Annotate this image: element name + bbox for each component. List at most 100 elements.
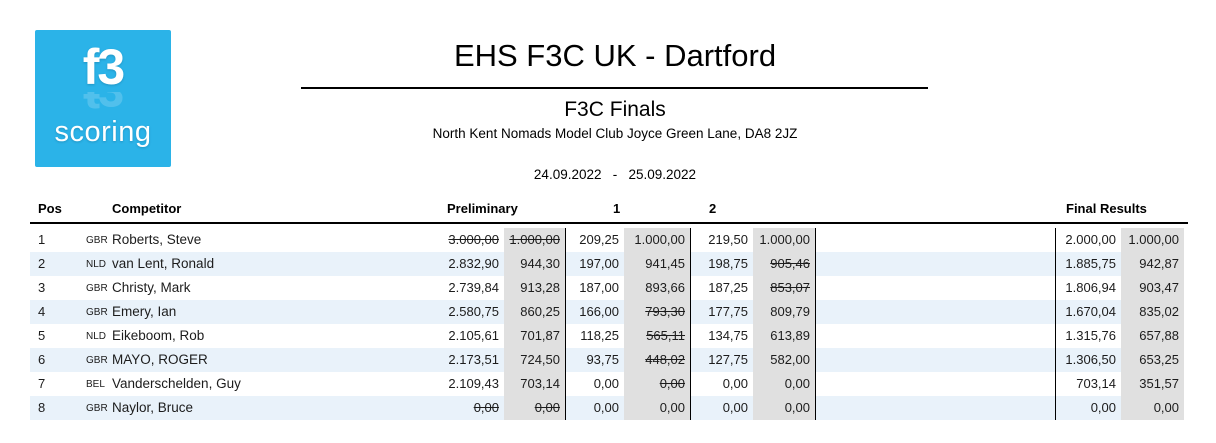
final-score-cell: 1.315,76 [1065, 328, 1116, 343]
pos-cell: 2 [38, 256, 46, 271]
round1-points-cell: 1.000,00 [624, 228, 691, 252]
country-cell: NLD [86, 331, 107, 342]
venue-line: North Kent Nomads Model Club Joyce Green… [432, 126, 798, 141]
f3-scoring-logo: f3 f3 scoring [35, 30, 171, 167]
final-score-cell: 0,00 [1090, 400, 1116, 415]
event-dates: 24.09.2022 - 25.09.2022 [533, 167, 697, 182]
final-score-cell: 703,14 [1076, 376, 1116, 391]
column-header-competitor: Competitor [112, 201, 182, 216]
pos-cell: 7 [38, 376, 46, 391]
competitor-name-cell: van Lent, Ronald [112, 256, 215, 271]
final-points-cell: 1.000,00 [1121, 228, 1184, 252]
pos-cell: 4 [38, 304, 46, 319]
round1-score-cell: 209,25 [579, 232, 619, 247]
table-row: 3 GBR Christy, Mark 2.739,84 913,28 187,… [30, 276, 1184, 300]
logo-scoring-text: scoring [54, 116, 152, 148]
round1-score-cell: 118,25 [580, 328, 619, 343]
pos-cell: 1 [38, 232, 46, 247]
column-header-final-results: Final Results [1066, 201, 1147, 216]
pos-cell: 6 [38, 352, 46, 367]
round2-score-cell: 127,75 [708, 352, 748, 367]
round1-score-cell: 187,00 [579, 280, 619, 295]
table-row: 1 GBR Roberts, Steve 3.000,00 1.000,00 2… [30, 228, 1184, 252]
unflown-rounds-spacer [816, 252, 1056, 276]
round1-score-cell: 0,00 [593, 400, 619, 415]
unflown-rounds-spacer [816, 324, 1056, 348]
column-header-round2: 2 [709, 201, 717, 216]
final-score-cell: 2.000,00 [1065, 232, 1116, 247]
round1-points-cell: 0,00 [624, 372, 691, 396]
table-row: 7 BEL Vanderschelden, Guy 2.109,43 703,1… [30, 372, 1184, 396]
table-row: 2 NLD van Lent, Ronald 2.832,90 944,30 1… [30, 252, 1184, 276]
competitor-name-cell: MAYO, ROGER [112, 352, 208, 367]
prelim-score-cell: 2.580,75 [448, 304, 499, 319]
prelim-points-cell: 701,87 [504, 324, 566, 348]
round1-score-cell: 0,00 [593, 376, 619, 391]
final-points-cell: 0,00 [1121, 396, 1184, 420]
final-points-cell: 942,87 [1121, 252, 1184, 276]
round1-points-cell: 941,45 [624, 252, 691, 276]
prelim-points-cell: 724,50 [504, 348, 566, 372]
round1-points-cell: 893,66 [624, 276, 691, 300]
competitor-name-cell: Emery, Ian [112, 304, 177, 319]
unflown-rounds-spacer [816, 276, 1056, 300]
round2-points-cell: 613,89 [753, 324, 816, 348]
prelim-score-cell: 0,00 [473, 400, 499, 415]
round2-score-cell: 0,00 [722, 376, 748, 391]
prelim-points-cell: 1.000,00 [504, 228, 566, 252]
round2-points-cell: 0,00 [753, 396, 816, 420]
round2-score-cell: 134,75 [708, 328, 748, 343]
round1-points-cell: 0,00 [624, 396, 691, 420]
final-points-cell: 351,57 [1121, 372, 1184, 396]
round1-points-cell: 565,11 [624, 324, 691, 348]
final-points-cell: 653,25 [1121, 348, 1184, 372]
prelim-points-cell: 703,14 [504, 372, 566, 396]
round1-points-cell: 448,02 [624, 348, 691, 372]
logo-f3-text: f3 [82, 39, 125, 95]
pos-cell: 3 [38, 280, 46, 295]
prelim-points-cell: 944,30 [504, 252, 566, 276]
final-points-cell: 657,88 [1121, 324, 1184, 348]
round1-points-cell: 793,30 [624, 300, 691, 324]
round2-score-cell: 0,00 [722, 400, 748, 415]
unflown-rounds-spacer [816, 300, 1056, 324]
round1-score-cell: 197,00 [579, 256, 619, 271]
round2-points-cell: 0,00 [753, 372, 816, 396]
prelim-points-cell: 860,25 [504, 300, 566, 324]
country-cell: GBR [86, 307, 108, 318]
round2-score-cell: 187,25 [708, 280, 748, 295]
final-score-cell: 1.306,50 [1065, 352, 1116, 367]
table-row: 8 GBR Naylor, Bruce 0,00 0,00 0,00 0,00 … [30, 396, 1184, 420]
country-cell: GBR [86, 403, 108, 414]
prelim-points-cell: 0,00 [504, 396, 566, 420]
round1-score-cell: 93,75 [586, 352, 619, 367]
title-underline [301, 87, 928, 89]
prelim-score-cell: 3.000,00 [448, 232, 499, 247]
competitor-name-cell: Naylor, Bruce [112, 400, 194, 415]
round2-points-cell: 809,79 [753, 300, 816, 324]
prelim-score-cell: 2.173,51 [448, 352, 499, 367]
round2-points-cell: 1.000,00 [753, 228, 816, 252]
final-score-cell: 1.670,04 [1065, 304, 1116, 319]
unflown-rounds-spacer [816, 228, 1056, 252]
table-row: 5 NLD Eikeboom, Rob 2.105,61 701,87 118,… [30, 324, 1184, 348]
final-points-cell: 835,02 [1121, 300, 1184, 324]
round2-points-cell: 905,46 [753, 252, 816, 276]
pos-cell: 5 [38, 328, 46, 343]
unflown-rounds-spacer [816, 372, 1056, 396]
competitor-name-cell: Eikeboom, Rob [112, 328, 205, 343]
logo-f3-reflection: f3 [35, 92, 171, 114]
round2-points-cell: 582,00 [753, 348, 816, 372]
unflown-rounds-spacer [816, 348, 1056, 372]
header-rule [30, 222, 1188, 224]
column-header-pos: Pos [38, 201, 62, 216]
round2-score-cell: 177,75 [708, 304, 748, 319]
country-cell: NLD [86, 259, 107, 270]
round2-points-cell: 853,07 [753, 276, 816, 300]
table-row: 4 GBR Emery, Ian 2.580,75 860,25 166,00 … [30, 300, 1184, 324]
round2-score-cell: 198,75 [708, 256, 748, 271]
country-cell: GBR [86, 235, 108, 246]
table-row: 6 GBR MAYO, ROGER 2.173,51 724,50 93,75 … [30, 348, 1184, 372]
prelim-score-cell: 2.739,84 [448, 280, 499, 295]
competitor-name-cell: Vanderschelden, Guy [112, 376, 241, 391]
